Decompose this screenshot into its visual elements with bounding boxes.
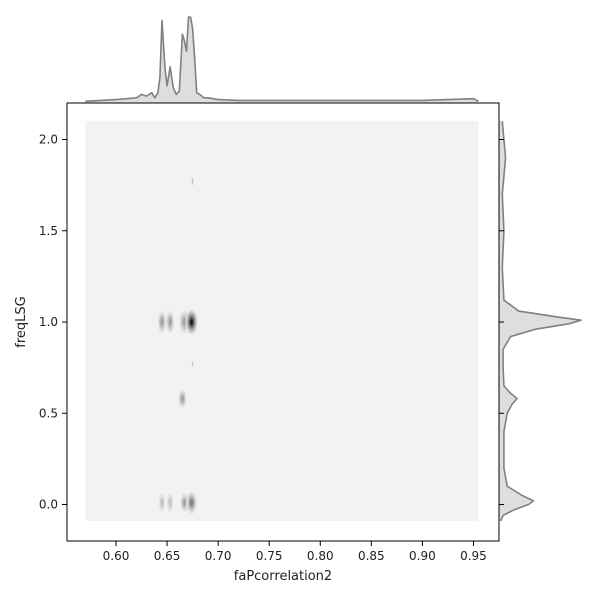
kde-base-region — [85, 121, 479, 521]
kde-contour — [191, 178, 194, 184]
kde-cluster — [185, 309, 198, 335]
x-marginal-fill — [85, 17, 479, 103]
x-marginal-density — [85, 16, 479, 103]
kde-cluster — [157, 311, 167, 333]
kde-contour — [160, 317, 164, 327]
kde-cluster — [180, 493, 189, 512]
x-tick-label: 0.80 — [307, 549, 334, 563]
kde-contour — [190, 499, 194, 506]
y-tick-label: 0.5 — [39, 406, 58, 420]
x-tick-label: 0.85 — [358, 549, 385, 563]
x-tick-label: 0.60 — [103, 549, 130, 563]
y-tick-label: 1.0 — [39, 315, 58, 329]
y-axis-label: freqLSG — [14, 296, 29, 347]
kde-contour — [168, 497, 172, 508]
x-axis: 0.60 0.65 0.70 0.75 0.80 0.85 0.90 0.95 — [103, 541, 487, 563]
kde-contour — [182, 499, 186, 507]
x-axis-label: faPcorrelation2 — [234, 569, 332, 584]
kde-contour — [180, 395, 184, 403]
kde-cluster — [191, 176, 194, 187]
y-marginal-line — [499, 121, 582, 522]
x-tick-label: 0.75 — [256, 549, 283, 563]
kde-cluster — [178, 389, 187, 408]
x-tick-label: 0.70 — [205, 549, 232, 563]
y-tick-label: 0.0 — [39, 498, 58, 512]
y-axis: 0.0 0.5 1.0 1.5 2.0 — [39, 133, 504, 512]
x-tick-label: 0.95 — [460, 549, 487, 563]
y-tick-label: 2.0 — [39, 133, 58, 147]
main-plot-area — [66, 102, 500, 542]
x-tick-label: 0.90 — [409, 549, 436, 563]
kde-cluster — [158, 493, 166, 512]
y-tick-label: 1.5 — [39, 224, 58, 238]
y-marginal-fill — [499, 121, 581, 521]
y-marginal-density — [499, 121, 582, 522]
x-marginal-line — [85, 16, 479, 103]
kde-contour — [191, 361, 194, 366]
kde-cluster — [191, 360, 194, 368]
kde-cluster — [167, 493, 174, 512]
kde-contour — [168, 317, 172, 327]
kde-cluster — [186, 491, 197, 514]
kde-contour — [160, 497, 164, 508]
x-tick-label: 0.65 — [154, 549, 181, 563]
kde-cluster — [166, 311, 175, 333]
kde-contour — [190, 319, 193, 325]
kde-contour — [182, 317, 187, 327]
